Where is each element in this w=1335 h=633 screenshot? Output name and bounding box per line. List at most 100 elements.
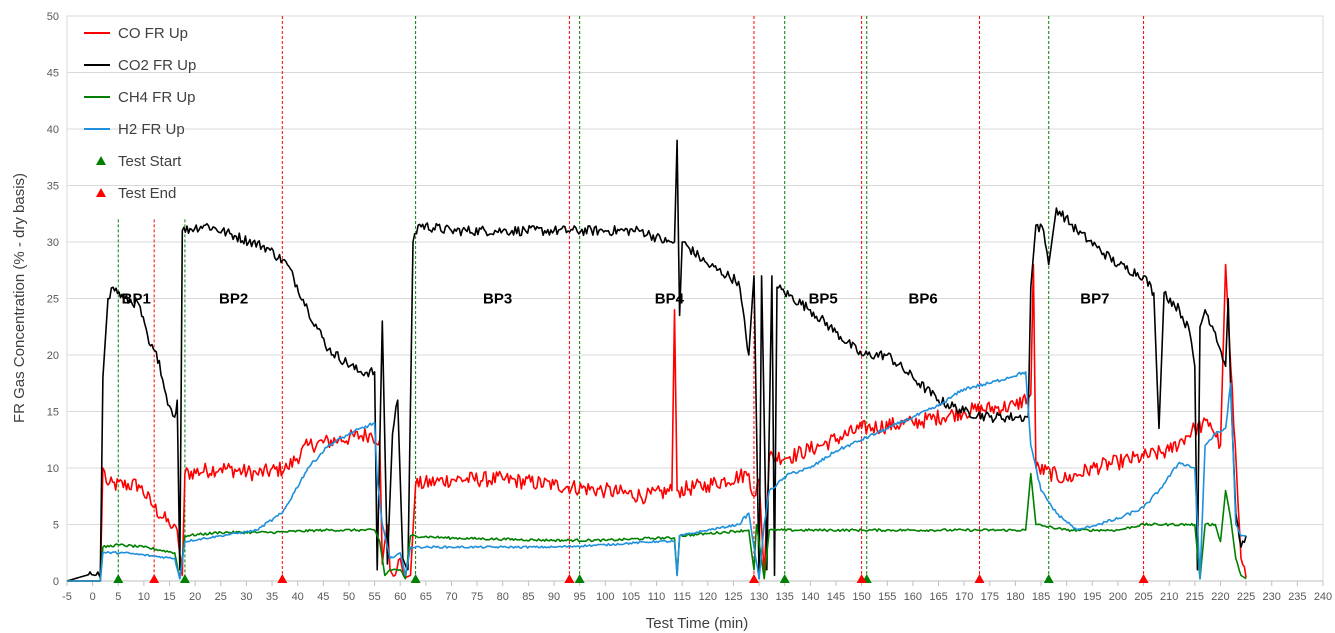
x-tick-label: 65 bbox=[420, 591, 432, 603]
test-start-marker bbox=[779, 574, 790, 583]
x-tick-label: 120 bbox=[699, 591, 717, 603]
x-tick-label: 215 bbox=[1186, 591, 1204, 603]
x-tick-label: 230 bbox=[1263, 591, 1281, 603]
test-end-marker bbox=[1138, 574, 1149, 583]
phase-label: BP4 bbox=[655, 291, 685, 308]
x-tick-label: 165 bbox=[929, 591, 947, 603]
legend: CO FR Up CO2 FR Up CH4 FR Up H2 FR Up Test S… bbox=[84, 25, 196, 202]
x-tick-label: 155 bbox=[878, 591, 896, 603]
x-tick-label: 5 bbox=[115, 591, 121, 603]
y-axis-title: FR Gas Concentration (% - dry basis) bbox=[11, 173, 28, 423]
y-tick-label: 0 bbox=[53, 576, 59, 588]
x-tick-label: 30 bbox=[240, 591, 252, 603]
phase-label: BP7 bbox=[1080, 291, 1109, 308]
x-tick-label: 100 bbox=[596, 591, 614, 603]
phase-label: BP3 bbox=[483, 291, 512, 308]
legend-label: CO2 FR Up bbox=[118, 57, 196, 74]
test-end-marker bbox=[564, 574, 575, 583]
test-start-marker bbox=[574, 574, 585, 583]
x-tick-label: 20 bbox=[189, 591, 201, 603]
series-line bbox=[66, 139, 1247, 582]
test-markers bbox=[113, 574, 1149, 583]
y-tick-label: 15 bbox=[47, 407, 59, 419]
legend-label: Test End bbox=[118, 185, 176, 202]
test-start-marker bbox=[410, 574, 421, 583]
x-tick-label: 85 bbox=[522, 591, 534, 603]
x-tick-label: 40 bbox=[292, 591, 304, 603]
x-tick-label: 175 bbox=[981, 591, 999, 603]
gridlines bbox=[66, 15, 1324, 582]
y-tick-label: 25 bbox=[47, 294, 59, 306]
x-tick-label: 75 bbox=[471, 591, 483, 603]
test-end-marker bbox=[974, 574, 985, 583]
x-tick-label: 70 bbox=[445, 591, 457, 603]
y-tick-label: 10 bbox=[47, 463, 59, 475]
x-tick-label: 135 bbox=[776, 591, 794, 603]
series-line bbox=[67, 371, 1247, 582]
phase-label: BP6 bbox=[909, 291, 938, 308]
x-tick-label: 185 bbox=[1032, 591, 1050, 603]
series-lines bbox=[66, 139, 1247, 582]
legend-label: CO FR Up bbox=[118, 25, 188, 42]
x-tick-label: 190 bbox=[1057, 591, 1075, 603]
legend-marker bbox=[96, 156, 106, 165]
x-tick-label: 45 bbox=[317, 591, 329, 603]
y-tick-label: 5 bbox=[53, 520, 59, 532]
x-tick-label: 160 bbox=[904, 591, 922, 603]
phase-label: BP5 bbox=[809, 291, 838, 308]
y-tick-label: 20 bbox=[47, 350, 59, 362]
y-tick-label: 35 bbox=[47, 181, 59, 193]
x-tick-label: 180 bbox=[1006, 591, 1024, 603]
legend-label: Test Start bbox=[118, 153, 182, 170]
test-end-marker bbox=[149, 574, 160, 583]
x-tick-label: 210 bbox=[1160, 591, 1178, 603]
test-start-marker bbox=[1043, 574, 1054, 583]
y-tick-label: 45 bbox=[47, 68, 59, 80]
x-tick-label: 110 bbox=[648, 591, 666, 603]
x-tick-label: 140 bbox=[801, 591, 819, 603]
x-tick-label: 15 bbox=[163, 591, 175, 603]
x-tick-label: 10 bbox=[138, 591, 150, 603]
x-tick-label: 150 bbox=[852, 591, 870, 603]
x-tick-label: 0 bbox=[90, 591, 96, 603]
x-tick-label: 130 bbox=[750, 591, 768, 603]
x-tick-label: 205 bbox=[1134, 591, 1152, 603]
x-tick-label: 35 bbox=[266, 591, 278, 603]
x-tick-label: 235 bbox=[1288, 591, 1306, 603]
x-tick-label: 105 bbox=[622, 591, 640, 603]
x-tick-label: 90 bbox=[548, 591, 560, 603]
y-tick-label: 50 bbox=[47, 11, 59, 23]
legend-label: H2 FR Up bbox=[118, 121, 185, 138]
x-tick-label: 95 bbox=[574, 591, 586, 603]
x-tick-label: 25 bbox=[215, 591, 227, 603]
x-tick-label: 195 bbox=[1083, 591, 1101, 603]
test-start-marker bbox=[179, 574, 190, 583]
test-end-marker bbox=[748, 574, 759, 583]
x-tick-label: 55 bbox=[368, 591, 380, 603]
x-tick-label: 170 bbox=[955, 591, 973, 603]
y-tick-label: 30 bbox=[47, 237, 59, 249]
x-tick-label: 225 bbox=[1237, 591, 1255, 603]
x-tick-label: 50 bbox=[343, 591, 355, 603]
phase-labels: BP1 BP2 BP3 BP4 BP5 BP6 BP7 bbox=[122, 291, 1110, 308]
y-tick-label: 40 bbox=[47, 124, 59, 136]
test-end-marker bbox=[856, 574, 867, 583]
x-tick-label: 200 bbox=[1109, 591, 1127, 603]
x-tick-label: 115 bbox=[673, 591, 691, 603]
phase-label: BP2 bbox=[219, 291, 248, 308]
legend-marker bbox=[96, 188, 106, 197]
x-tick-label: 80 bbox=[497, 591, 509, 603]
x-tick-label: 220 bbox=[1211, 591, 1229, 603]
x-tick-label: 60 bbox=[394, 591, 406, 603]
legend-label: CH4 FR Up bbox=[118, 89, 196, 106]
x-tick-label: 240 bbox=[1314, 591, 1332, 603]
x-tick-label: 145 bbox=[827, 591, 845, 603]
x-axis-title: Test Time (min) bbox=[646, 615, 749, 632]
series-line bbox=[67, 472, 1247, 582]
series-line bbox=[67, 263, 1247, 582]
phase-label: BP1 bbox=[122, 291, 151, 308]
test-end-marker bbox=[277, 574, 288, 583]
